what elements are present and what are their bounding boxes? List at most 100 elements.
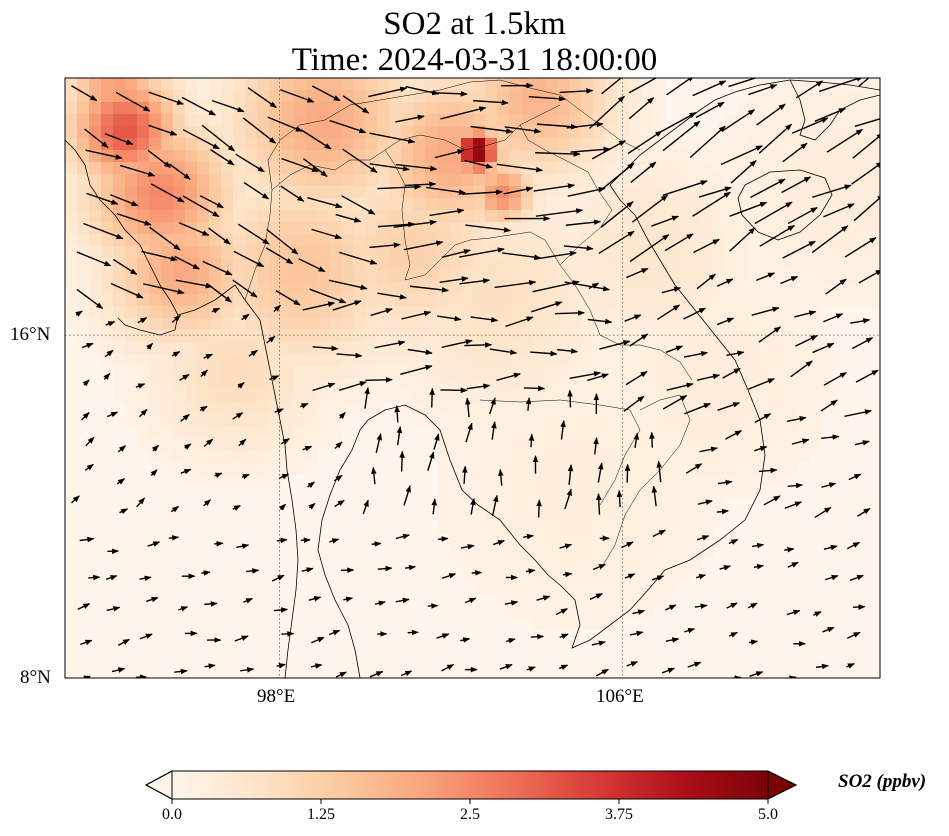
wind-arrow xyxy=(206,283,233,303)
wind-arrow xyxy=(569,371,601,379)
so2-cell xyxy=(509,150,522,163)
so2-cell xyxy=(149,222,162,235)
so2-cell xyxy=(629,462,642,475)
wind-arrow xyxy=(425,186,466,195)
wind-arrow xyxy=(530,350,558,357)
so2-cell xyxy=(509,426,522,439)
so2-cell xyxy=(113,78,126,91)
so2-cell xyxy=(353,222,366,235)
so2-cell xyxy=(185,270,198,283)
wind-arrow xyxy=(302,301,336,311)
so2-cell xyxy=(593,258,606,271)
so2-cell xyxy=(209,150,222,163)
so2-cell xyxy=(113,318,126,331)
so2-cell xyxy=(149,306,162,319)
so2-cell xyxy=(305,234,318,247)
so2-cell xyxy=(557,462,570,475)
wind-arrow xyxy=(624,573,636,579)
so2-cell xyxy=(137,198,150,211)
so2-cell xyxy=(401,234,414,247)
wind-arrow xyxy=(729,227,756,252)
wind-arrow xyxy=(334,441,343,450)
so2-cell xyxy=(293,438,306,451)
so2-cell xyxy=(161,330,174,343)
so2-cell xyxy=(617,402,630,415)
so2-cell xyxy=(569,546,582,559)
so2-cell xyxy=(389,210,402,223)
so2-cell xyxy=(593,546,606,559)
so2-cell xyxy=(485,234,498,247)
so2-cell xyxy=(413,342,426,355)
so2-cell xyxy=(341,114,354,127)
so2-cell xyxy=(413,138,426,151)
so2-cell xyxy=(713,150,726,163)
so2-cell xyxy=(701,486,714,499)
so2-cell xyxy=(773,450,786,463)
so2-cell xyxy=(149,78,162,91)
so2-cell xyxy=(617,570,630,583)
so2-cell xyxy=(137,90,150,103)
so2-cell xyxy=(221,270,234,283)
so2-cell xyxy=(641,462,654,475)
so2-cell xyxy=(533,258,546,271)
so2-cell xyxy=(797,330,810,343)
so2-cell xyxy=(545,546,558,559)
wind-arrow xyxy=(181,96,216,116)
so2-cell xyxy=(413,378,426,391)
so2-cell xyxy=(749,114,762,127)
so2-cell xyxy=(629,186,642,199)
so2-cell xyxy=(773,234,786,247)
so2-cell xyxy=(233,330,246,343)
so2-cell xyxy=(809,90,822,103)
so2-cell xyxy=(605,594,618,607)
so2-cell xyxy=(653,438,666,451)
so2-cell xyxy=(389,150,402,163)
so2-cell xyxy=(677,438,690,451)
so2-cell xyxy=(197,318,210,331)
so2-cell xyxy=(473,186,486,199)
so2-cell xyxy=(809,426,822,439)
wind-arrow xyxy=(182,195,220,218)
so2-cell xyxy=(593,354,606,367)
so2-cell xyxy=(509,438,522,451)
so2-cell xyxy=(125,174,138,187)
so2-cell xyxy=(605,354,618,367)
wind-arrow xyxy=(342,148,378,174)
wind-arrow xyxy=(498,468,504,486)
so2-cell xyxy=(305,150,318,163)
so2-cell xyxy=(473,126,486,139)
wind-arrow xyxy=(338,411,346,419)
coastline-myanmar-south xyxy=(177,284,299,678)
so2-cell xyxy=(77,210,90,223)
so2-cell xyxy=(473,354,486,367)
so2-cell xyxy=(533,78,546,91)
so2-cell xyxy=(557,126,570,139)
so2-cell xyxy=(725,162,738,175)
so2-cell xyxy=(209,462,222,475)
so2-cell xyxy=(401,126,414,139)
so2-cell xyxy=(557,438,570,451)
so2-cell xyxy=(449,258,462,271)
wind-arrow xyxy=(536,499,542,518)
so2-cell xyxy=(629,126,642,139)
so2-cell xyxy=(521,102,534,115)
wind-arrow xyxy=(241,313,250,321)
wind-arrow xyxy=(632,609,646,615)
so2-cell xyxy=(581,594,594,607)
so2-cell xyxy=(221,186,234,199)
wind-arrow xyxy=(333,474,343,482)
so2-cell xyxy=(173,354,186,367)
so2-cell xyxy=(737,390,750,403)
so2-cell xyxy=(689,498,702,511)
so2-cell xyxy=(317,354,330,367)
so2-cell xyxy=(197,186,210,199)
so2-cell xyxy=(785,354,798,367)
so2-cell xyxy=(857,102,870,115)
so2-cell xyxy=(593,534,606,547)
so2-cell xyxy=(113,222,126,235)
so2-cell xyxy=(221,330,234,343)
so2-cell xyxy=(161,378,174,391)
wind-arrow xyxy=(749,671,764,677)
so2-cell xyxy=(653,138,666,151)
so2-cell xyxy=(665,546,678,559)
